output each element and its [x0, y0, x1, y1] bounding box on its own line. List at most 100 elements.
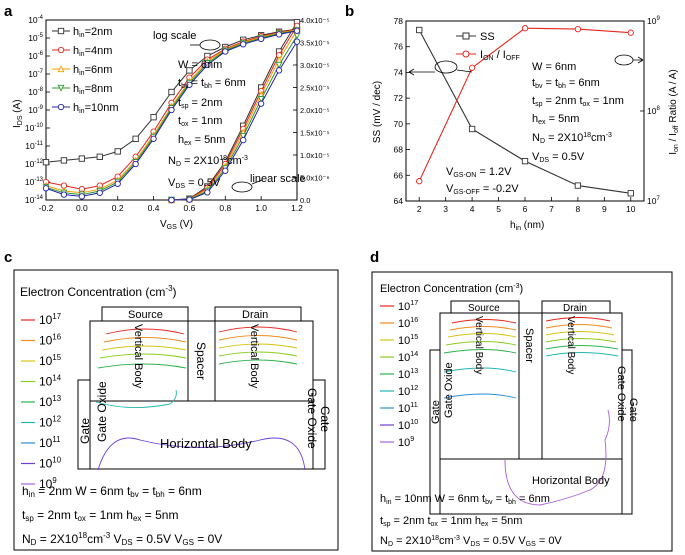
d-contour-14-right — [545, 338, 617, 343]
b-param-tbv: tbv = tbh = 6nm — [532, 77, 600, 90]
c-caption-line1: hin = 2nm W = 6nm tbv = tbh = 6nm — [22, 484, 202, 499]
b-series-point — [574, 182, 582, 189]
panel-a-linear-arrow — [251, 179, 263, 185]
b-param-tsp: tsp = 2nm tox = 1nm — [532, 95, 624, 108]
a-ytick-right-label: 3.5x10⁻⁵ — [300, 39, 330, 48]
panel-a-x-axis-label: VGS (V) — [160, 219, 193, 231]
c-label-source: Source — [128, 309, 163, 321]
a-series-lin-point — [275, 67, 283, 74]
a-xtick-label: 0.0 — [76, 203, 88, 213]
b-param-vgs-off: VGS-OFF = -0.2V — [446, 183, 519, 196]
panel-a-series — [42, 19, 301, 204]
a-ytick-right-label: 0.0 — [300, 196, 310, 205]
a-series-lin-point — [222, 167, 229, 174]
a-ytick-left-label: 10-9 — [28, 105, 43, 115]
contour-legend-label: 1017 — [39, 312, 61, 327]
b-series-point — [416, 26, 423, 34]
legend-ss-label: SS — [480, 31, 495, 43]
panel-b-y-right-label: Ion / Ioff Ratio (A / A) — [668, 69, 680, 155]
a-series-lin-point — [240, 136, 247, 144]
a-series-log-point — [150, 114, 157, 121]
d-contour-14-left — [445, 341, 517, 346]
b-xtick-label: 7 — [549, 204, 554, 214]
c-caption-line3: ND = 2X1018cm-3 VDS = 0.5V VGS = 0V — [22, 531, 222, 547]
c-contour-15-right — [218, 343, 298, 349]
b-series-point — [521, 25, 529, 32]
panel-a-legend: hin=2nm hin=4nm hin=6nm hin=8nm hin=10nm — [52, 26, 119, 115]
panel-a-log-ellipse — [199, 39, 221, 51]
contour-legend-label: 1012 — [39, 415, 61, 430]
c-hbody-box — [89, 400, 314, 470]
a-series-log-point — [132, 160, 139, 168]
a-legend-label: hin=8nm — [73, 83, 112, 96]
b-ytick-right-label: 108 — [647, 106, 660, 116]
a-series-log-point — [96, 153, 103, 160]
panel-d-device — [429, 300, 633, 515]
panel-b-x-ticks: 2 3 4 5 6 7 8 9 10 — [417, 197, 636, 214]
a-series-lin-point — [257, 100, 265, 107]
a-series-lin-point — [257, 96, 265, 103]
panel-d-frame — [371, 271, 673, 552]
contour-legend-label: 1016 — [39, 333, 61, 348]
contour-legend-label: 109 — [39, 476, 57, 491]
c-label-gate-oxide-left: Gate Oxide — [95, 381, 109, 442]
d-contour-9 — [504, 409, 610, 506]
a-series-lin-point — [204, 189, 211, 196]
d-contour-17-right — [545, 317, 611, 322]
b-param-vds: VDS = 0.5V — [532, 151, 585, 164]
panel-d-contours — [443, 317, 619, 506]
panel-label-a: a — [4, 3, 13, 20]
b-xtick-label: 3 — [443, 204, 448, 214]
b-ytick-left-label: 68 — [394, 145, 404, 155]
d-label-spacer: Spacer — [523, 328, 535, 363]
c-contour-14-right — [218, 351, 298, 357]
panel-d-caption: hin = 10nm W = 6nm tbv = tbh = 6nm tsp =… — [380, 493, 562, 548]
panel-d: Electron Concentration (cm-3) 1017101610… — [371, 271, 673, 552]
b-xtick-label: 5 — [496, 204, 501, 214]
a-legend-marker — [57, 27, 65, 35]
a-ytick-left-label: 10-12 — [25, 159, 44, 169]
b-series-point — [574, 25, 582, 33]
panel-a-linear-scale-label: linear scale — [250, 173, 306, 185]
panel-d-legend: 1017 1016 1015 1014 1013 1012 1011 1010 109 — [380, 299, 418, 449]
a-legend-label: hin=10nm — [73, 102, 119, 115]
b-xtick-label: 6 — [523, 204, 528, 214]
panel-a-y-ticks-right: 0.0 5.0x10⁻⁶ 1.0x10⁻⁵ 1.5x10⁻⁵ 2.0x10⁻⁵ 2.5x1… — [293, 16, 330, 205]
a-series-log-point — [60, 157, 68, 164]
legend-ratio-label: ION / IOFF — [480, 49, 520, 62]
panel-c: Electron Concentration (cm-3) 1017101610… — [13, 269, 339, 551]
a-series-log-point — [60, 191, 68, 198]
d-caption-line1: hin = 10nm W = 6nm tbv = tbh = 6nm — [380, 493, 550, 506]
a-series-lin-point — [275, 61, 283, 69]
c-vbody-right — [214, 320, 314, 402]
a-param-vds: VDS = 0.5V — [168, 177, 221, 190]
panel-label-d: d — [370, 249, 379, 266]
contour-legend-label: 109 — [398, 435, 414, 449]
a-legend-marker — [57, 46, 65, 54]
contour-legend-label: 1016 — [398, 316, 418, 330]
b-param-nd: ND = 2X1018cm-3 — [532, 132, 612, 145]
panel-b-series — [416, 25, 634, 197]
a-xtick-label: -0.2 — [39, 203, 54, 213]
a-ytick-right-label: 2.5x10⁻⁵ — [300, 84, 330, 93]
d-label-vbody-left: Vertical Body — [473, 316, 484, 374]
b-series-point — [468, 64, 476, 71]
b-param-hex: hex = 5nm — [532, 113, 579, 126]
panel-a-x-ticks: -0.2 0.0 0.2 0.4 0.6 0.8 1.0 1.2 — [39, 196, 303, 213]
contour-legend-label: 1014 — [398, 350, 418, 364]
c-gate-left — [77, 379, 91, 470]
d-label-vbody-right: Vertical Body — [565, 316, 576, 374]
d-contour-15-right — [545, 331, 615, 336]
c-label-vbody-right: Vertical Body — [248, 324, 260, 389]
d-gate-left — [429, 349, 441, 515]
panel-a-params: W = 6nm tbv = tbh = 6nm tsp = 2nm tox = … — [168, 59, 248, 190]
panel-c-frame — [13, 269, 339, 551]
d-label-source: Source — [468, 303, 500, 314]
a-series-lin-point — [168, 196, 175, 204]
d-label-hbody: Horizontal Body — [532, 475, 610, 487]
a-series-lin-line — [171, 41, 298, 201]
a-series-log-point — [204, 61, 211, 69]
c-contour-13-right — [218, 359, 298, 365]
c-label-gate-left: Gate — [78, 418, 92, 444]
